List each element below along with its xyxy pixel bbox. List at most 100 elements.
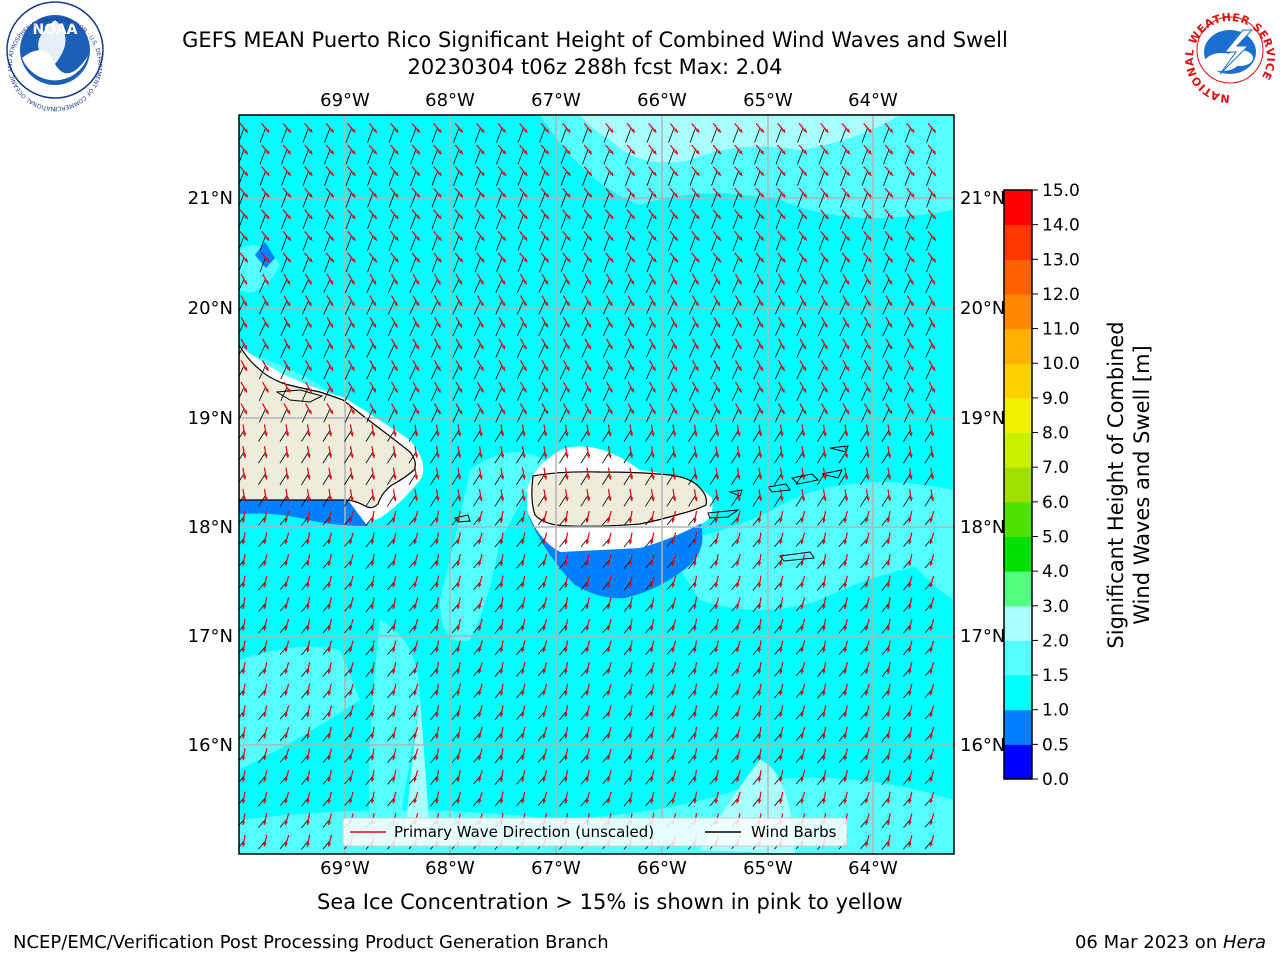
wave-arrow	[861, 166, 872, 186]
wave-arrow	[903, 489, 913, 507]
wave-arrow	[602, 726, 612, 742]
wave-arrow	[731, 597, 741, 612]
wave-arrow	[473, 597, 483, 612]
wave-arrow	[754, 123, 765, 143]
wave-arrow	[452, 295, 463, 315]
wave-arrow	[710, 381, 721, 401]
wave-arrow	[410, 166, 421, 186]
wave-arrow	[774, 662, 784, 677]
wave-arrow	[431, 123, 442, 143]
wave-arrow	[754, 187, 765, 208]
wave-arrow	[623, 597, 633, 613]
wave-arrow	[646, 209, 657, 230]
wave-arrow	[516, 662, 526, 677]
wave-arrow	[924, 554, 935, 569]
wave-arrow	[580, 597, 590, 612]
wave-arrow	[410, 144, 421, 165]
wave-arrow	[775, 187, 786, 208]
colorbar-swatch	[1004, 709, 1032, 745]
wave-arrow	[410, 187, 421, 208]
wave-arrow	[494, 489, 505, 507]
wave-arrow	[365, 705, 375, 721]
wave-arrow	[580, 575, 590, 591]
wave-arrow	[559, 510, 569, 526]
wave-arrow	[645, 662, 655, 677]
wave-arrow	[668, 231, 679, 251]
wave-arrow	[387, 748, 397, 764]
wave-arrow	[688, 273, 700, 293]
wave-arrow	[516, 381, 528, 401]
wave-arrow	[473, 575, 483, 590]
wave-arrow	[881, 748, 891, 764]
wave-arrow	[365, 769, 375, 786]
wave-arrow	[408, 748, 419, 763]
wave-arrow	[860, 510, 870, 526]
wave-arrow	[925, 381, 936, 401]
wave-arrow	[516, 424, 526, 442]
wave-arrow	[838, 705, 848, 720]
wave-arrow	[301, 575, 311, 591]
wave-arrow	[388, 187, 399, 208]
wave-arrow	[903, 597, 913, 612]
wave-arrow	[344, 554, 354, 569]
wave-arrow	[279, 662, 290, 677]
wave-arrow	[430, 640, 440, 656]
wave-arrow	[774, 467, 784, 486]
wave-arrow	[645, 575, 655, 591]
wave-arrow	[795, 618, 806, 634]
wave-arrow	[645, 338, 657, 358]
colorbar-swatch	[1004, 571, 1032, 607]
wave-arrow	[925, 273, 936, 293]
wave-arrow	[516, 791, 526, 807]
wave-arrow	[602, 316, 614, 337]
wave-arrow	[688, 661, 698, 678]
wave-arrow	[666, 662, 677, 677]
wave-arrow	[580, 445, 591, 464]
wave-arrow	[795, 467, 806, 486]
wave-arrow	[774, 770, 784, 785]
wave-arrow	[239, 748, 246, 762]
wave-arrow	[430, 726, 440, 742]
wave-arrow	[924, 618, 935, 634]
wave-arrow	[581, 316, 592, 337]
wave-arrow	[774, 748, 784, 764]
wave-arrow	[451, 424, 462, 442]
wave-arrow	[559, 553, 569, 570]
wave-arrow	[688, 791, 698, 807]
wave-arrow	[860, 575, 870, 590]
wave-arrow	[258, 813, 268, 828]
wave-arrow	[366, 273, 377, 293]
wave-arrow	[408, 445, 419, 464]
footer-date: 06 Mar 2023 on	[1074, 932, 1223, 953]
wave-arrow	[904, 166, 915, 186]
colorbar-tick-label: 8.0	[1042, 424, 1069, 444]
wave-arrow	[709, 554, 719, 569]
svg-text:NOAA: NOAA	[33, 22, 78, 38]
wave-arrow	[324, 123, 335, 143]
wave-arrow	[301, 273, 313, 293]
wave-arrow	[602, 770, 612, 785]
wave-arrow	[731, 705, 741, 720]
wave-arrow	[709, 640, 719, 656]
wave-arrow	[926, 123, 937, 143]
wave-arrow	[301, 640, 311, 656]
wave-arrow	[408, 618, 419, 634]
wave-arrow	[860, 770, 870, 785]
wave-arrow	[495, 316, 506, 337]
wave-arrow	[494, 726, 504, 742]
lat-label-right: 21°N	[960, 188, 1005, 209]
wave-arrow	[367, 252, 378, 273]
wave-arrow	[903, 791, 913, 807]
colorbar-tick-label: 7.0	[1042, 458, 1069, 478]
wave-arrow	[431, 231, 442, 251]
wave-arrow	[924, 640, 935, 655]
nws-logo: NATIONAL WEATHER SERVICE	[1183, 4, 1277, 105]
wave-arrow	[881, 553, 891, 570]
wave-arrow	[774, 726, 784, 742]
wave-arrow	[323, 381, 334, 401]
wave-arrow	[301, 726, 311, 742]
wave-arrow	[602, 489, 612, 507]
wave-arrow	[387, 360, 399, 380]
wave-arrow	[495, 338, 506, 358]
